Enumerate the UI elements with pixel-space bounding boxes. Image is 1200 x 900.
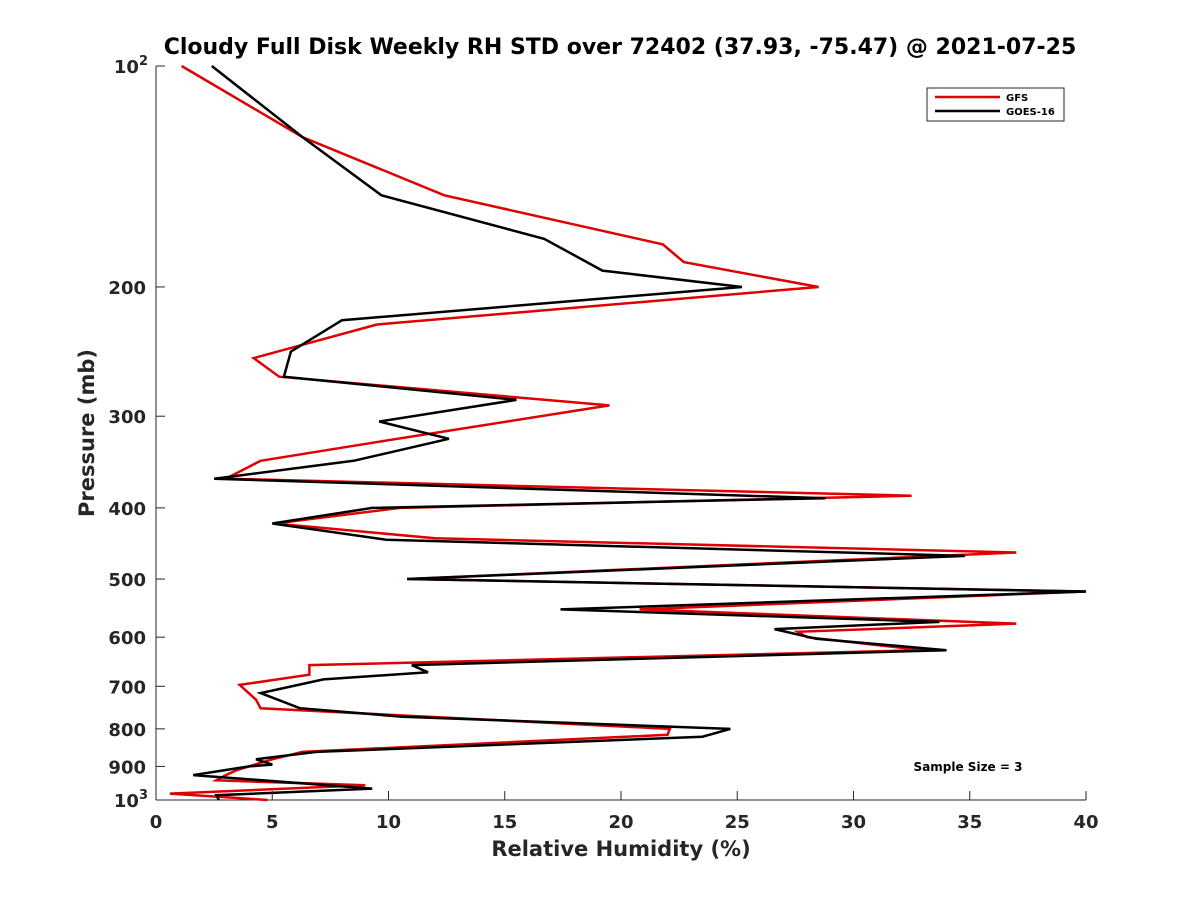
x-tick-label: 40 (1073, 812, 1098, 833)
x-tick-label: 25 (725, 812, 750, 833)
y-tick-label: 102 (114, 54, 148, 78)
y-tick-label: 900 (108, 757, 146, 778)
x-tick-label: 15 (492, 812, 517, 833)
x-tick-label: 35 (957, 812, 982, 833)
y-tick-label: 103 (114, 788, 148, 812)
y-tick-label: 600 (108, 628, 146, 649)
y-tick-label: 500 (108, 570, 146, 591)
chart-legend: GFS GOES-16 (926, 87, 1065, 122)
legend-box (926, 87, 1065, 122)
chart-title: Cloudy Full Disk Weekly RH STD over 7240… (164, 35, 1077, 60)
y-tick-label: 700 (108, 677, 146, 698)
legend-label-0: GFS (1006, 93, 1028, 104)
x-tick-label: 5 (266, 812, 279, 833)
y-tick-label: 300 (108, 407, 146, 428)
legend-label-1: GOES-16 (1006, 107, 1055, 118)
y-tick-label: 200 (108, 278, 146, 299)
sample-size-annotation: Sample Size = 3 (914, 760, 1023, 774)
y-tick-label: 800 (108, 720, 146, 741)
series-line-1 (193, 65, 1087, 801)
x-axis-label: Relative Humidity (%) (491, 837, 750, 861)
x-tick-label: 20 (608, 812, 633, 833)
y-axis-label: Pressure (mb) (75, 349, 99, 517)
plot-lines (169, 64, 1087, 802)
axis-ticks: 0 5 10 15 20 25 30 35 40 102 200 300 400 500 600 700 800… (108, 54, 1098, 833)
x-tick-label: 30 (841, 812, 866, 833)
x-tick-label: 10 (376, 812, 401, 833)
x-tick-label: 0 (150, 812, 163, 833)
y-tick-label: 400 (108, 499, 146, 520)
